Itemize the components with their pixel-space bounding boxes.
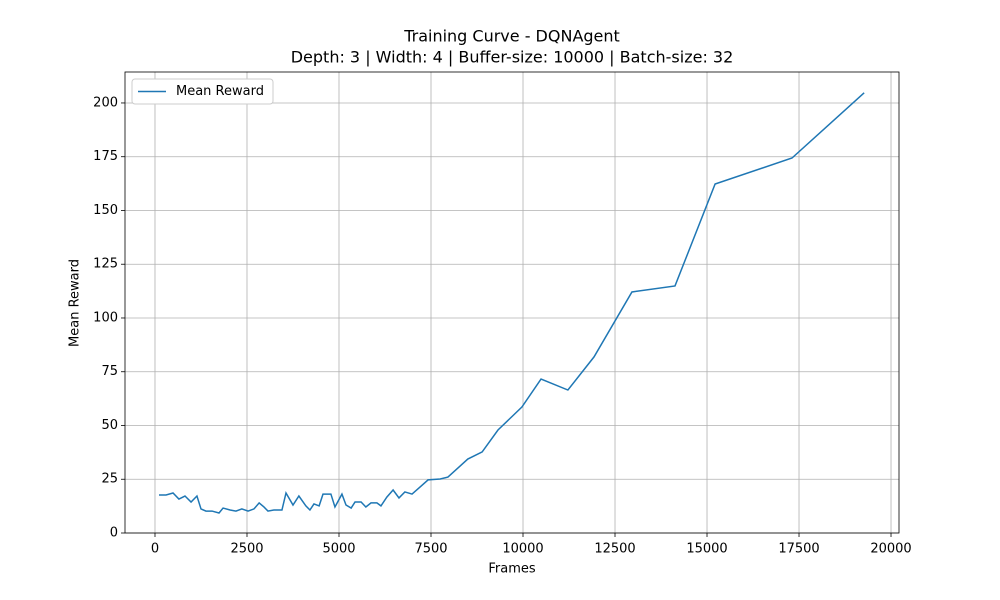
line xyxy=(159,92,865,514)
x-tick-label: 10000 xyxy=(502,542,543,557)
x-tick-label: 5000 xyxy=(322,542,355,557)
y-tick-label: 200 xyxy=(93,95,118,110)
x-tick-label: 15000 xyxy=(686,542,727,557)
plot-frame xyxy=(124,71,900,534)
x-tick-label: 7500 xyxy=(414,542,447,557)
chart-subtitle: Depth: 3 | Width: 4 | Buffer-size: 10000… xyxy=(291,48,734,67)
y-tick-label: 0 xyxy=(110,526,118,541)
chart-title: Training Curve - DQNAgent xyxy=(403,27,620,46)
y-tick-label: 50 xyxy=(101,418,118,433)
y-tick-label: 25 xyxy=(101,472,118,487)
x-tick-label: 20000 xyxy=(870,542,911,557)
y-tick-label: 75 xyxy=(101,364,118,379)
x-tick-label: 2500 xyxy=(230,542,263,557)
x-tick-label: 17500 xyxy=(778,542,819,557)
x-tick-label: 12500 xyxy=(594,542,635,557)
legend-label: Mean Reward xyxy=(176,84,264,99)
x-axis-label: Frames xyxy=(488,562,536,577)
y-axis-label: Mean Reward xyxy=(68,259,83,347)
y-tick-label: 100 xyxy=(93,310,118,325)
x-tick-label: 0 xyxy=(151,542,159,557)
y-tick-label: 175 xyxy=(93,149,118,164)
legend-box xyxy=(131,78,274,105)
y-tick-label: 150 xyxy=(93,203,118,218)
y-tick-label: 125 xyxy=(93,257,118,272)
